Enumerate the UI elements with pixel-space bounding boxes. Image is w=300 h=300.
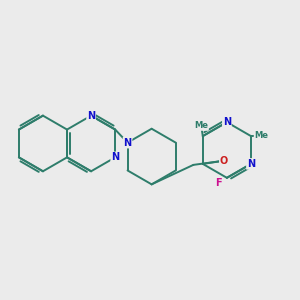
Text: N: N	[124, 138, 132, 148]
Text: Me: Me	[194, 121, 208, 130]
Text: N: N	[87, 111, 95, 121]
Text: Me: Me	[254, 131, 268, 140]
Text: N: N	[223, 117, 231, 127]
Text: O: O	[220, 156, 228, 166]
Text: N: N	[247, 159, 255, 169]
Text: N: N	[111, 152, 119, 162]
Text: F: F	[215, 178, 222, 188]
